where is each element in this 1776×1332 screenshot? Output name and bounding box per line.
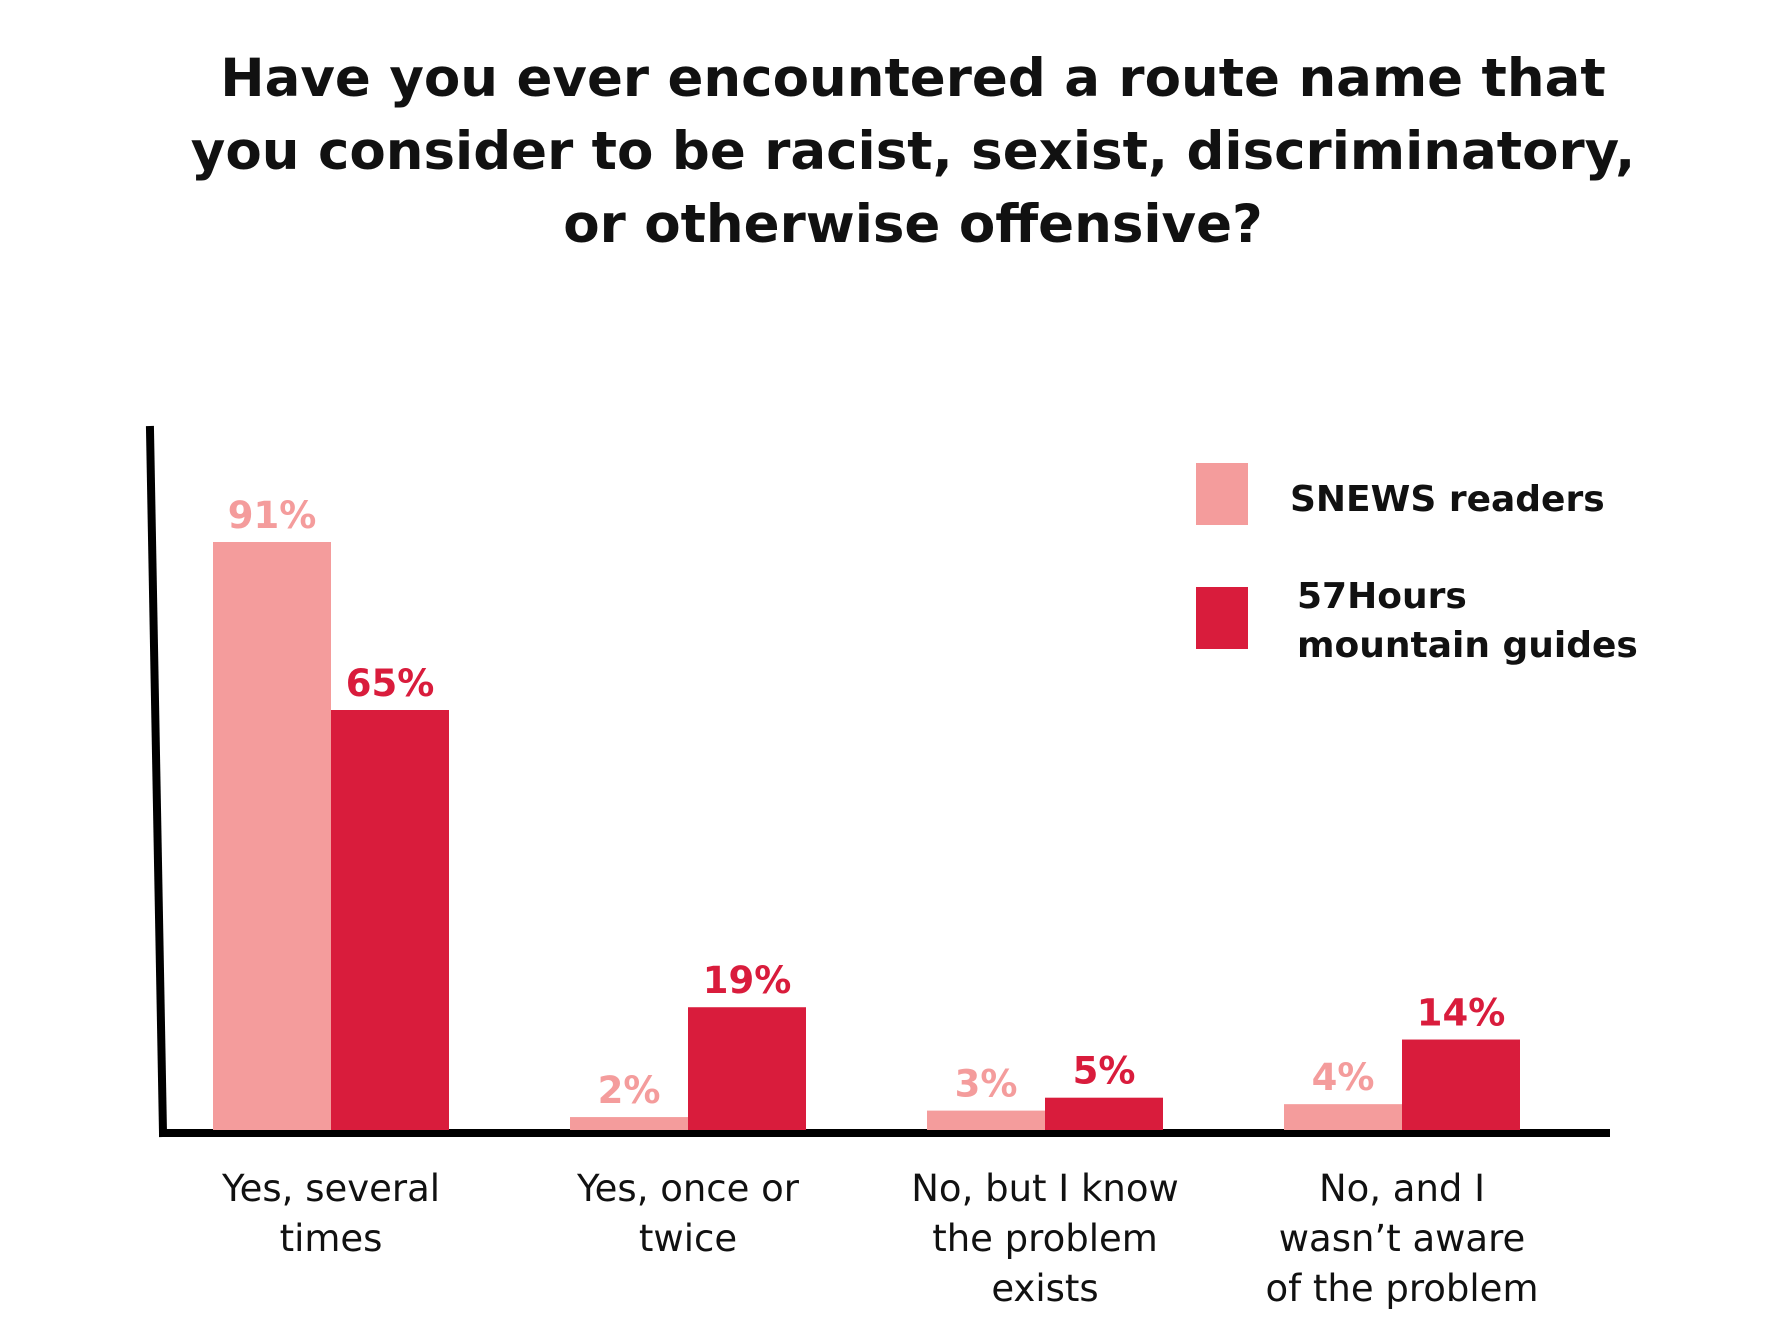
category-label: exists [991,1267,1098,1310]
bars [213,542,1520,1130]
legend-label: 57Hours [1297,576,1467,617]
value-labels: 91% 2% 3% 4% 65% 19% 5% 14% [228,494,1506,1112]
legend-label: SNEWS readers [1290,479,1605,520]
chart-title-line: you consider to be racist, sexist, discr… [191,121,1635,182]
category-labels: Yes, several times Yes, once or twice No, bu… [221,1167,1539,1310]
bar-snews-1 [570,1117,688,1130]
category-label: of the problem [1265,1267,1538,1310]
value-label: 2% [598,1069,661,1112]
bar-57hours-1 [688,1007,806,1130]
legend-swatch-57hours [1196,587,1248,649]
category-label: No, but I know [911,1167,1179,1210]
chart-title: Have you ever encountered a route name t… [191,48,1635,255]
chart-title-line: or otherwise offensive? [563,194,1263,255]
chart-axes [145,425,1610,1138]
chart-title-line: Have you ever encountered a route name t… [220,48,1605,109]
category-label: wasn’t aware [1279,1217,1525,1260]
value-label: 5% [1073,1050,1136,1093]
bar-snews-0 [213,542,331,1130]
value-label: 3% [955,1063,1018,1106]
category-label: twice [639,1217,737,1260]
legend-swatch-snews [1196,463,1248,525]
bar-57hours-2 [1045,1097,1163,1130]
category-label: Yes, once or [576,1167,800,1210]
category-label: Yes, several [221,1167,440,1210]
value-label: 19% [703,959,792,1002]
category-label: No, and I [1319,1167,1485,1210]
bar-snews-2 [927,1110,1045,1130]
bar-57hours-3 [1402,1039,1520,1130]
category-label: times [280,1217,383,1260]
category-label: the problem [932,1217,1158,1260]
value-label: 4% [1312,1056,1375,1099]
bar-57hours-0 [331,710,449,1130]
value-label: 65% [346,662,435,705]
value-label: 14% [1417,992,1506,1035]
value-label: 91% [228,494,317,537]
legend: SNEWS readers 57Hours mountain guides [1196,463,1638,666]
legend-label: mountain guides [1297,625,1638,666]
y-axis-line [145,425,168,1138]
bar-snews-3 [1284,1104,1402,1130]
